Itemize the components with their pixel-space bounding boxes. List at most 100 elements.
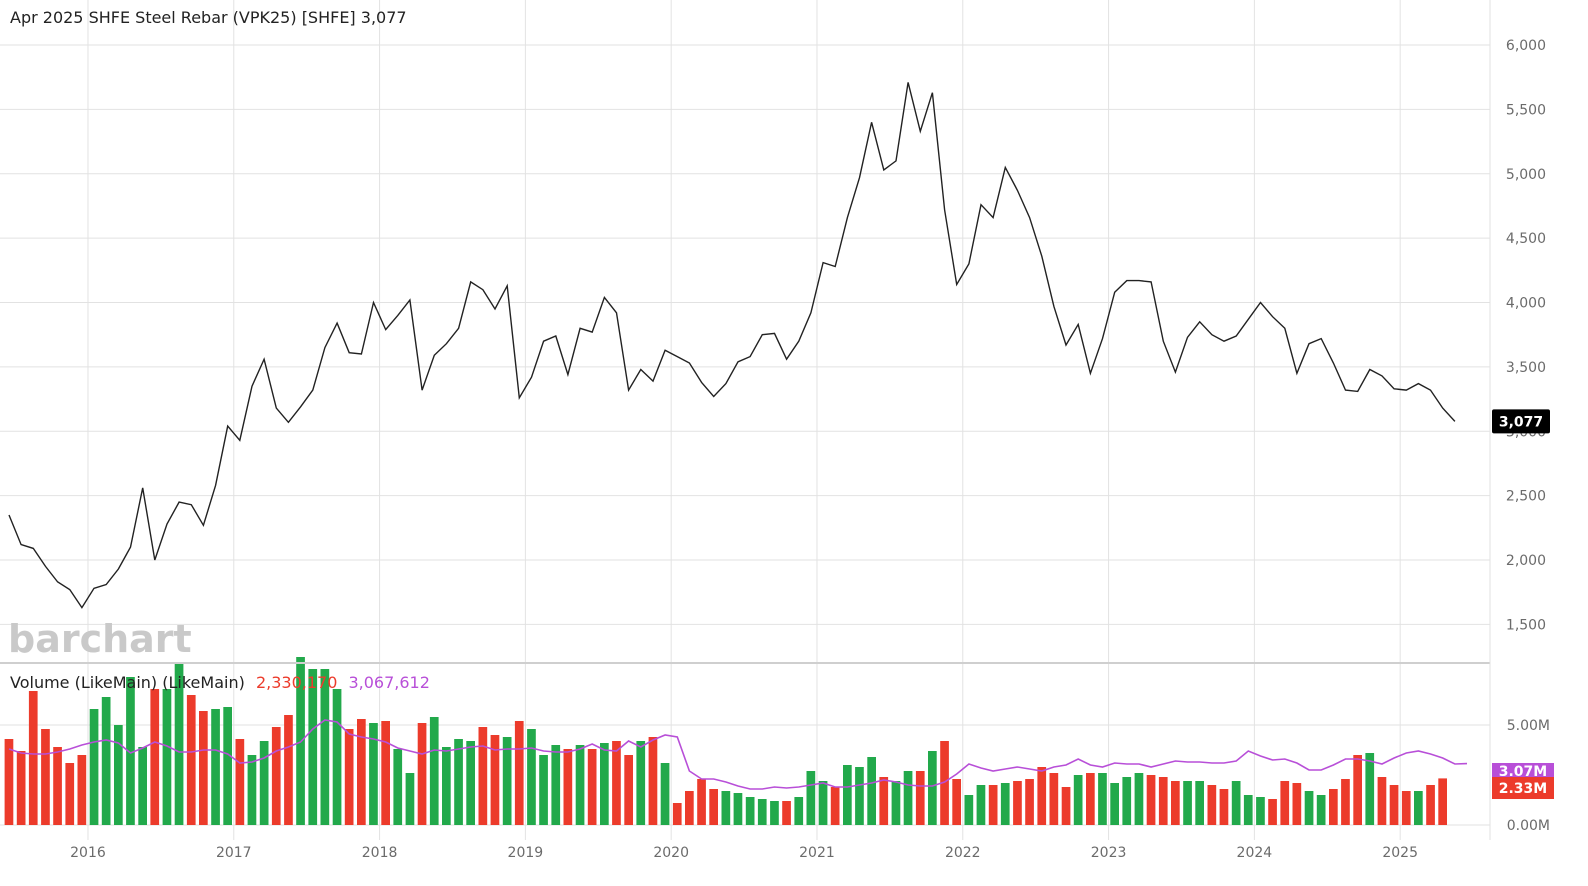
volume-bar	[478, 727, 488, 825]
year-tick-label: 2023	[1091, 845, 1127, 861]
volume-bar	[101, 697, 111, 825]
price-tick-label: 2,000	[1506, 553, 1546, 569]
volume-bar	[77, 755, 87, 825]
volume-bar	[211, 709, 220, 825]
volume-bar	[1146, 775, 1156, 825]
year-tick-label: 2020	[653, 845, 689, 861]
volume-bar	[369, 723, 378, 825]
volume-bar	[417, 723, 427, 825]
volume-badge: 2.33M	[1492, 777, 1554, 799]
volume-bar	[53, 747, 62, 825]
volume-bar	[4, 739, 14, 825]
volume-bar	[320, 669, 330, 825]
volume-bar	[1316, 795, 1326, 825]
last-price-badge: 3,077	[1492, 409, 1550, 434]
volume-tick-label: 5.00M	[1507, 718, 1550, 734]
volume-bar	[685, 791, 694, 825]
volume-bar	[964, 795, 974, 825]
year-tick-label: 2021	[799, 845, 835, 861]
volume-bar	[514, 721, 524, 825]
volume-bar	[1365, 753, 1375, 825]
volume-bar	[308, 669, 318, 825]
volume-bar	[1426, 785, 1435, 825]
volume-bar	[1414, 791, 1423, 825]
volume-bar	[879, 777, 889, 825]
volume-bar	[162, 689, 172, 825]
volume-bar	[843, 765, 852, 825]
volume-bar	[126, 677, 135, 825]
volume-bar	[1000, 783, 1010, 825]
volume-bar	[259, 741, 269, 825]
volume-bar	[551, 745, 561, 825]
volume-bar	[16, 751, 26, 825]
volume-bar	[1098, 773, 1107, 825]
volume-bar	[405, 773, 415, 825]
year-tick-label: 2022	[945, 845, 981, 861]
volume-bar	[1195, 781, 1204, 825]
volume-bar	[587, 749, 597, 825]
volume-bar	[454, 739, 463, 825]
volume-bar	[1243, 795, 1253, 825]
volume-bar	[1171, 781, 1180, 825]
year-tick-label: 2017	[216, 845, 252, 861]
price-tick-label: 4,500	[1506, 231, 1546, 247]
price-tick-label: 2,500	[1506, 489, 1546, 505]
volume-badge-text: 2.33M	[1499, 781, 1547, 797]
volume-bar	[855, 767, 864, 825]
volume-bar	[563, 749, 573, 825]
volume-bar	[660, 763, 670, 825]
volume-panel-label: Volume (LikeMain) (LikeMain) 2,330,170 3…	[10, 673, 430, 692]
volume-bar	[1389, 785, 1399, 825]
volume-bar	[1292, 783, 1302, 825]
volume-bar	[466, 741, 475, 825]
volume-bar	[624, 755, 633, 825]
volume-bar	[1037, 767, 1047, 825]
volume-average-badge-text: 3.07M	[1499, 764, 1547, 780]
volume-bar	[1025, 779, 1034, 825]
volume-bar	[903, 771, 913, 825]
volume-bar	[114, 725, 123, 825]
volume-bar	[867, 757, 876, 825]
volume-average-value: 3,067,612	[348, 673, 429, 692]
volume-bar	[770, 801, 779, 825]
year-tick-label: 2016	[70, 845, 106, 861]
volume-bar	[1158, 777, 1168, 825]
volume-bar	[357, 719, 366, 825]
volume-bar	[186, 695, 196, 825]
year-tick-label: 2025	[1382, 845, 1418, 861]
volume-bar	[1329, 789, 1338, 825]
volume-bar	[235, 739, 245, 825]
volume-tick-label: 0.00M	[1507, 818, 1550, 834]
price-tick-label: 3,500	[1506, 360, 1546, 376]
price-line	[8, 82, 1456, 609]
price-tick-label: 5,000	[1506, 167, 1546, 183]
volume-bar	[1231, 781, 1241, 825]
volume-badge-background	[1492, 777, 1554, 799]
volume-bar	[745, 797, 755, 825]
volume-bar	[539, 755, 548, 825]
chart-title: Apr 2025 SHFE Steel Rebar (VPK25) [SHFE]…	[10, 8, 407, 27]
volume-bar	[830, 787, 840, 825]
volume-bar	[1013, 781, 1022, 825]
volume-y-axis: 0.00M 5.00M	[1507, 718, 1550, 834]
year-tick-label: 2018	[362, 845, 398, 861]
volume-bar	[502, 737, 512, 825]
volume-bar	[429, 717, 439, 825]
volume-bar	[1122, 777, 1132, 825]
volume-bar	[976, 785, 986, 825]
price-tick-label: 6,000	[1506, 38, 1546, 54]
volume-bar	[247, 755, 257, 825]
volume-bar	[1086, 773, 1095, 825]
volume-bar	[150, 689, 160, 825]
volume-bar	[928, 751, 937, 825]
volume-average-badge-background	[1492, 763, 1554, 777]
volume-bar	[1110, 783, 1119, 825]
volume-bar	[284, 715, 293, 825]
volume-bar	[1268, 799, 1277, 825]
volume-bar	[636, 741, 646, 825]
volume-bar	[381, 721, 390, 825]
volume-bar	[672, 803, 682, 825]
volume-bar	[952, 779, 961, 825]
volume-bar	[988, 785, 998, 825]
volume-bar	[733, 793, 743, 825]
